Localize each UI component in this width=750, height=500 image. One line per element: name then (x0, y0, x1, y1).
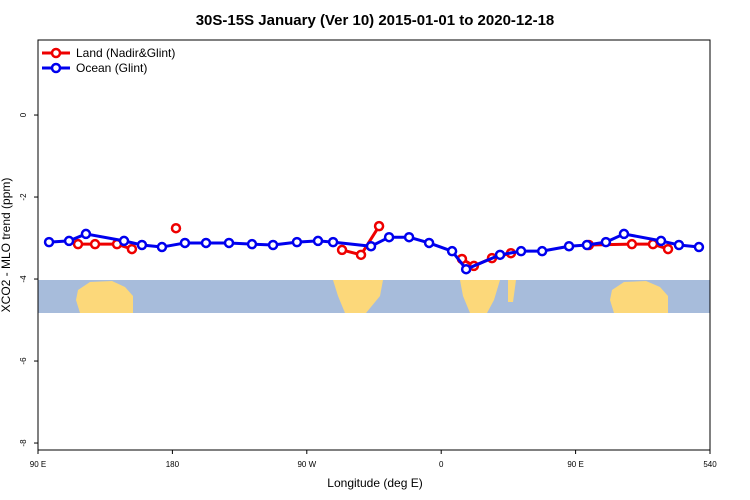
x-tick-label: 0 (439, 460, 444, 469)
data-point (43, 236, 55, 248)
data-point (365, 240, 377, 252)
data-point (170, 222, 182, 234)
data-point (536, 245, 548, 257)
legend-marker (50, 62, 62, 74)
data-point (355, 249, 367, 261)
data-point (80, 228, 92, 240)
data-point (403, 231, 415, 243)
y-tick-label: 0 (19, 112, 28, 117)
data-point (63, 235, 75, 247)
x-tick-label: 90 E (567, 460, 583, 469)
y-tick-label: -4 (19, 275, 28, 283)
data-point (600, 236, 612, 248)
x-tick-label: 540 (703, 460, 717, 469)
data-point (383, 231, 395, 243)
legend-marker (50, 47, 62, 59)
x-tick-label: 180 (166, 460, 180, 469)
data-point (581, 239, 593, 251)
data-point (563, 240, 575, 252)
x-tick-label: 90 W (297, 460, 316, 469)
data-point (655, 235, 667, 247)
data-point (179, 237, 191, 249)
plot-frame (37, 39, 711, 451)
data-point (312, 235, 324, 247)
data-point (126, 243, 138, 255)
data-point (373, 220, 385, 232)
y-tick-label: -6 (19, 357, 28, 365)
legend-label: Ocean (Glint) (76, 61, 147, 75)
y-tick-label: -8 (19, 439, 28, 447)
data-point (291, 236, 303, 248)
legend-label: Land (Nadir&Glint) (76, 46, 175, 60)
data-point (89, 238, 101, 250)
data-point (673, 239, 685, 251)
data-point (156, 241, 168, 253)
data-point (626, 238, 638, 250)
data-point (446, 245, 458, 257)
data-point (494, 249, 506, 261)
data-point (693, 241, 705, 253)
data-point (515, 245, 527, 257)
data-point (72, 238, 84, 250)
data-point (423, 237, 435, 249)
y-tick-label: -2 (19, 193, 28, 201)
data-point (136, 239, 148, 251)
data-point (460, 263, 472, 275)
data-point (327, 236, 339, 248)
data-point (246, 238, 258, 250)
chart-title: 30S-15S January (Ver 10) 2015-01-01 to 2… (196, 12, 555, 29)
data-point (662, 243, 674, 255)
data-point (118, 235, 130, 247)
data-point (336, 244, 348, 256)
data-point (200, 237, 212, 249)
series-line (48, 232, 700, 271)
x-tick-label: 90 E (30, 460, 46, 469)
data-point (223, 237, 235, 249)
map-strip (38, 280, 710, 313)
y-axis-label: XCO2 - MLO trend (ppm) (0, 178, 13, 313)
data-point (618, 228, 630, 240)
data-point (267, 239, 279, 251)
x-axis-label: Longitude (deg E) (327, 476, 422, 490)
